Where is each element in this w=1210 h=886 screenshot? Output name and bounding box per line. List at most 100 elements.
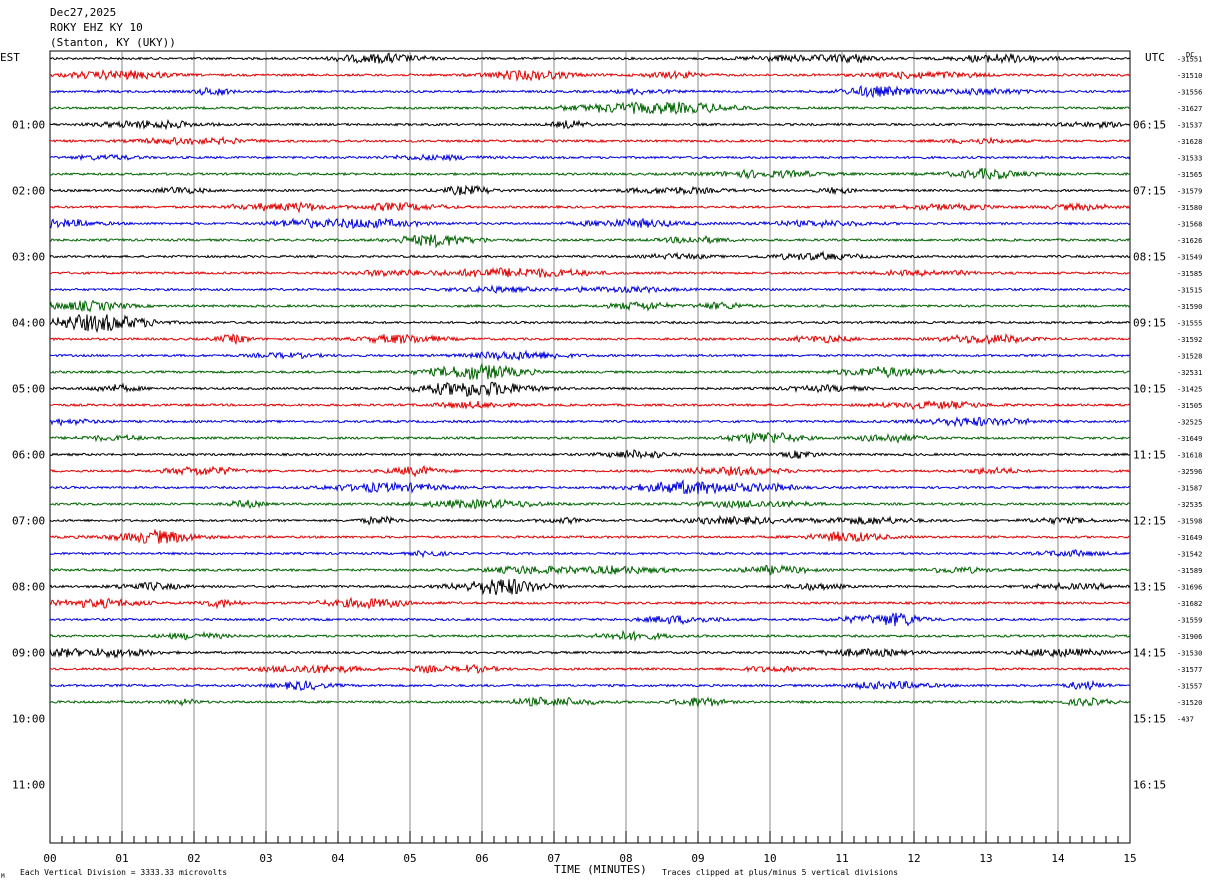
clip-note: Traces clipped at plus/minus 5 vertical … — [662, 868, 898, 877]
trace-line — [49, 362, 1131, 381]
location-label: (Stanton, KY (UKY)) — [50, 36, 176, 49]
dc-offset-label: -32531 — [1177, 369, 1202, 377]
utc-hour-label: 16:15 — [1133, 779, 1166, 792]
utc-hour-label: 14:15 — [1133, 647, 1166, 660]
dc-offset-label: -31627 — [1177, 105, 1202, 113]
x-tick-label: 11 — [835, 852, 848, 865]
dc-offset-label: -31520 — [1177, 699, 1202, 707]
dc-offset-label: -31549 — [1177, 254, 1202, 262]
scale-note: Each Vertical Division = 3333.33 microvo… — [20, 868, 227, 877]
est-hour-label: 02:00 — [12, 185, 45, 198]
trace-line — [49, 184, 1131, 196]
dc-label: DC — [1186, 51, 1194, 59]
trace-line — [49, 299, 1131, 313]
x-tick-label: 01 — [115, 852, 128, 865]
dc-offset-label: -31590 — [1177, 303, 1202, 311]
trace-line — [49, 578, 1131, 596]
dc-offset-label: -31649 — [1177, 435, 1202, 443]
dc-offset-label: -32525 — [1177, 419, 1202, 427]
x-tick-label: 04 — [331, 852, 345, 865]
trace-line — [49, 52, 1131, 65]
x-tick-label: 02 — [187, 852, 200, 865]
dc-offset-label: -31580 — [1177, 204, 1202, 212]
trace-line — [49, 167, 1131, 181]
trace-line — [49, 101, 1131, 116]
est-hour-label: 07:00 — [12, 515, 45, 528]
dc-offset-label: -31626 — [1177, 237, 1202, 245]
station-label: ROKY EHZ KY 10 — [50, 21, 143, 34]
dc-offset-label: -31425 — [1177, 386, 1202, 394]
utc-hour-label: 06:15 — [1133, 119, 1166, 132]
utc-hour-label: 07:15 — [1133, 185, 1166, 198]
dc-offset-label: -31505 — [1177, 402, 1202, 410]
utc-hour-label: 13:15 — [1133, 581, 1166, 594]
trace-line — [49, 333, 1131, 346]
dc-offset-label: -32596 — [1177, 468, 1202, 476]
dc-offset-label: -31592 — [1177, 336, 1202, 344]
trace-line — [49, 349, 1131, 362]
trace-line — [49, 498, 1131, 510]
utc-timezone-label: UTC — [1145, 51, 1165, 64]
trace-line — [49, 234, 1131, 249]
dc-offset-label: -32535 — [1177, 501, 1202, 509]
dc-offset-label: -437 — [1177, 716, 1194, 724]
dc-offset-label: -31587 — [1177, 485, 1202, 493]
utc-hour-label: 12:15 — [1133, 515, 1166, 528]
dc-offset-label: -31628 — [1177, 138, 1202, 146]
dc-offset-label: -31577 — [1177, 666, 1202, 674]
est-hour-label: 09:00 — [12, 647, 45, 660]
trace-line — [49, 696, 1131, 709]
trace-line — [49, 596, 1131, 610]
x-tick-label: 07 — [547, 852, 560, 865]
x-tick-label: 12 — [907, 852, 920, 865]
trace-line — [49, 118, 1131, 131]
est-hour-label: 06:00 — [12, 449, 45, 462]
dc-offset-label: -31537 — [1177, 122, 1202, 130]
dc-offset-label: -31555 — [1177, 320, 1202, 328]
trace-line — [49, 313, 1131, 334]
x-tick-label: 08 — [619, 852, 632, 865]
trace-line — [49, 153, 1131, 162]
x-tick-label: 15 — [1123, 852, 1136, 865]
x-tick-label: 09 — [691, 852, 704, 865]
trace-line — [49, 250, 1131, 261]
dc-offset-label: -31568 — [1177, 221, 1202, 229]
corner-mark: M — [1, 873, 5, 880]
trace-line — [49, 647, 1131, 659]
trace-line — [49, 284, 1131, 295]
trace-line — [49, 514, 1131, 526]
dc-offset-label: -31565 — [1177, 171, 1202, 179]
trace-line — [49, 564, 1131, 576]
dc-offset-label: -31510 — [1177, 72, 1202, 80]
trace-line — [49, 135, 1131, 146]
dc-offset-label: -31649 — [1177, 534, 1202, 542]
trace-line — [49, 629, 1131, 642]
est-hour-label: 03:00 — [12, 251, 45, 264]
dc-offset-label: -31542 — [1177, 551, 1202, 559]
utc-hour-label: 09:15 — [1133, 317, 1166, 330]
dc-offset-label: -31618 — [1177, 452, 1202, 460]
dc-offset-label: -31528 — [1177, 353, 1202, 361]
trace-line — [49, 200, 1131, 214]
trace-line — [49, 479, 1131, 495]
est-timezone-label: EST — [0, 51, 20, 64]
x-tick-label: 10 — [763, 852, 776, 865]
trace-line — [49, 381, 1131, 398]
est-hour-label: 10:00 — [12, 713, 45, 726]
utc-hour-label: 08:15 — [1133, 251, 1166, 264]
trace-line — [49, 464, 1131, 478]
trace-line — [49, 400, 1131, 411]
trace-line — [49, 449, 1131, 460]
est-hour-label: 11:00 — [12, 779, 45, 792]
dc-offset-label: -31598 — [1177, 518, 1202, 526]
dc-offset-label: -31533 — [1177, 155, 1202, 163]
est-hour-label: 05:00 — [12, 383, 45, 396]
trace-line — [49, 431, 1131, 445]
dc-offset-label: -31682 — [1177, 600, 1202, 608]
trace-line — [49, 217, 1131, 229]
dc-offset-label: -31579 — [1177, 188, 1202, 196]
dc-offset-label: -31551 — [1177, 56, 1202, 64]
x-tick-label: 13 — [979, 852, 992, 865]
dc-offset-label: -31515 — [1177, 287, 1202, 295]
